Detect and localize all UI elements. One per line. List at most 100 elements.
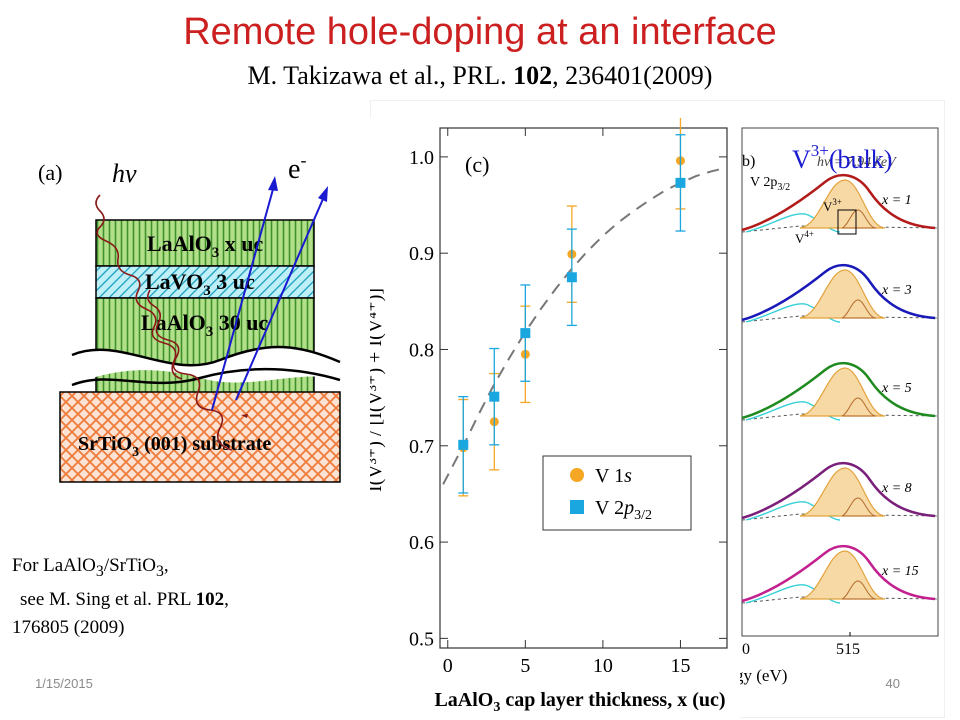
series-1-point-3 [566, 228, 577, 327]
v3-component [799, 467, 886, 517]
spectrum-label: x = 5 [881, 381, 912, 396]
v3-component [799, 269, 886, 319]
y-tick-label-0.7: 0.7 [409, 436, 434, 458]
spectrum-label: x = 8 [881, 481, 912, 496]
spectrum-curve [741, 173, 936, 232]
spectra-xlabel: gy (eV) [735, 666, 787, 685]
x-tick-label-10: 10 [593, 655, 613, 677]
layer-label-lao-cap: LaAlO3 x uc [147, 231, 264, 261]
spectrum-baseline [741, 596, 939, 604]
data-point-square [458, 439, 469, 450]
series-1-point-0 [458, 396, 469, 494]
bulk-component [841, 580, 877, 600]
data-point-square [520, 328, 531, 339]
electron-arrow-2 [235, 191, 327, 401]
ratio-chart: 0 5 10 15 0.5 0.6 0.7 0.8 0.9 1.0 (c) I(V³⁺) / [I… [370, 118, 740, 720]
layer-lao-cap [95, 219, 315, 267]
citation: M. Takizawa et al., PRL. 102, 236401(200… [0, 60, 960, 92]
spectrum-trace-1: x = 3 [741, 263, 939, 323]
chart-legend [542, 455, 692, 531]
photon-path-2 [146, 289, 233, 451]
panel-c-label: (c) [465, 152, 489, 177]
spectrum-trace-4: x = 15 [741, 544, 939, 604]
v3-component [799, 550, 886, 600]
legend-marker-v1s [570, 468, 584, 482]
bulk-component [841, 397, 877, 417]
break-line-lower [71, 367, 341, 387]
v3-bulk-overlay: V3+(bulk) [792, 141, 892, 174]
v4-peak-label: V4+ [795, 229, 814, 246]
photon-path-1 [95, 194, 183, 380]
citation-rest: , 236401(2009) [552, 61, 713, 90]
bulk-marker-box [837, 209, 857, 235]
spectrum-curve [741, 544, 936, 603]
hv-energy-label: hν = 7.94 keV [817, 155, 897, 170]
spectrum-curve [741, 461, 936, 520]
spectrum-baseline [741, 413, 939, 421]
spectrum-baseline [741, 315, 939, 323]
spectrum-trace-0: x = 1 [741, 173, 939, 233]
y-tick-label-0.9: 0.9 [409, 243, 434, 265]
series-1-point-1 [489, 347, 500, 446]
note-line-2: see M. Sing et al. PRL 102, [20, 588, 229, 610]
spectrum-trace-2: x = 5 [741, 361, 939, 421]
electron-arrowhead-2 [318, 186, 328, 202]
spectrum-label: x = 3 [881, 283, 912, 298]
v3-component [799, 179, 886, 229]
chart-ylabel: I(V³⁺) / [I(V³⁺) + I(V⁴⁺)] [370, 288, 386, 492]
chart-background [370, 118, 740, 720]
data-point-square [489, 391, 500, 402]
panel-a-label: (a) [38, 160, 62, 185]
spectrum-curve [741, 263, 936, 322]
spectrum-trace-3: x = 8 [741, 461, 939, 521]
note-line-3: 176805 (2009) [12, 616, 125, 638]
series-1-point-4 [675, 134, 686, 232]
spectrum-baseline [741, 225, 939, 233]
spectrum-baseline [741, 513, 939, 521]
spectra-tick-label-515: 515 [836, 641, 860, 658]
electron-arrowhead-1 [268, 176, 278, 191]
legend-marker-v2p [570, 500, 584, 514]
citation-volume: 102 [513, 61, 553, 90]
footer-date: 1/15/2015 [35, 676, 93, 691]
bulk-component [841, 299, 877, 319]
legend-label-v2p: V 2p3/2 [595, 497, 652, 523]
chart-xlabel: LaAlO3 cap layer thickness, x (uc) [434, 689, 725, 715]
electron-arrow-1 [211, 181, 276, 411]
x-tick-label-5: 5 [520, 655, 530, 677]
data-point-square [675, 177, 686, 188]
electron-label: e- [288, 150, 306, 185]
substrate-label: SrTiO3 (001) substrate [78, 433, 271, 460]
data-point-square [566, 272, 577, 283]
y-tick-label-0.5: 0.5 [409, 628, 434, 650]
v3-peak-label: V3+ [823, 197, 842, 214]
v3-component [799, 367, 886, 417]
layer-lvo [95, 265, 315, 299]
spectrum-label: x = 15 [881, 564, 919, 579]
sample-schematic: (a) LaAlO3 x uc LaVO3 3 uc LaAlO3 30 uc … [38, 150, 341, 483]
series-1-point-2 [520, 284, 531, 382]
bulk-component [841, 497, 877, 517]
y-tick-label-0.6: 0.6 [409, 532, 434, 554]
layer-label-lvo: LaVO3 3 uc [145, 269, 255, 299]
footer-page-number: 40 [885, 676, 900, 691]
legend-label-v1s: V 1s [595, 465, 632, 487]
edge-label: V 2p3/2 [750, 175, 790, 193]
spectra-tick-label-0: 0 [742, 641, 750, 658]
break-line-upper [71, 345, 341, 367]
chart-plot-frame [439, 127, 728, 649]
slide-title: Remote hole-doping at an interface [183, 11, 777, 53]
photon-label: hν [112, 159, 137, 188]
note-line-1: For LaAlO3/SrTiO3, [12, 555, 169, 580]
x-tick-label-15: 15 [670, 655, 690, 677]
y-tick-label-1: 1.0 [409, 147, 434, 169]
x-tick-label-0: 0 [443, 655, 453, 677]
layer-label-lao-30: LaAlO3 30 uc [141, 310, 269, 340]
citation-author: M. Takizawa et al., PRL. [247, 61, 507, 90]
reference-note: For LaAlO3/SrTiO3, see M. Sing et al. PR… [12, 552, 229, 642]
photon-arrowhead [241, 414, 248, 418]
panel-b-label: b) [742, 153, 755, 170]
y-tick-label-0.8: 0.8 [409, 339, 434, 361]
spectrum-curve [741, 361, 936, 420]
bulk-component [841, 209, 877, 229]
